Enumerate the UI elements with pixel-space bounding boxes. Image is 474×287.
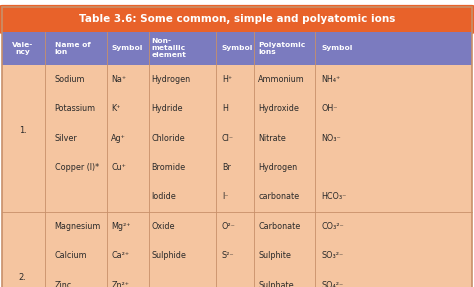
Text: Chloride: Chloride	[152, 134, 185, 143]
Text: Table 3.6: Some common, simple and polyatomic ions: Table 3.6: Some common, simple and polya…	[79, 14, 395, 24]
Text: Sulphite: Sulphite	[258, 251, 291, 260]
Text: H⁺: H⁺	[222, 75, 232, 84]
Text: S²⁻: S²⁻	[222, 251, 235, 260]
Text: Non-
metallic
element: Non- metallic element	[152, 38, 187, 58]
Text: Br: Br	[222, 163, 231, 172]
Text: Cu⁺: Cu⁺	[111, 163, 126, 172]
Text: Hydride: Hydride	[152, 104, 183, 113]
Text: K⁺: K⁺	[111, 104, 121, 113]
Text: 1.: 1.	[19, 126, 27, 135]
Text: Vale-
ncy: Vale- ncy	[12, 42, 33, 55]
Bar	[2, 32, 472, 65]
Text: Sulphate: Sulphate	[258, 281, 294, 287]
Text: I⁻: I⁻	[222, 193, 228, 201]
Text: Ca²⁺: Ca²⁺	[111, 251, 129, 260]
Text: Zn²⁺: Zn²⁺	[111, 281, 129, 287]
Text: SO₃²⁻: SO₃²⁻	[321, 251, 344, 260]
Text: Bromide: Bromide	[152, 163, 186, 172]
Text: Hydrogen: Hydrogen	[152, 75, 191, 84]
Text: Symbol: Symbol	[222, 45, 253, 51]
Text: Polyatomic
ions: Polyatomic ions	[258, 42, 306, 55]
Text: Magnesium: Magnesium	[55, 222, 101, 231]
Text: carbonate: carbonate	[258, 193, 300, 201]
Text: Sodium: Sodium	[55, 75, 85, 84]
Text: H: H	[222, 104, 228, 113]
Text: SO₄²⁻: SO₄²⁻	[321, 281, 344, 287]
Text: Ag⁺: Ag⁺	[111, 134, 126, 143]
Text: Sulphide: Sulphide	[152, 251, 187, 260]
Text: Nitrate: Nitrate	[258, 134, 286, 143]
Text: Symbol: Symbol	[321, 45, 353, 51]
Text: Potassium: Potassium	[55, 104, 96, 113]
Text: 2.: 2.	[19, 273, 27, 282]
Text: CO₃²⁻: CO₃²⁻	[321, 222, 344, 231]
Text: OH⁻: OH⁻	[321, 104, 338, 113]
Text: Silver: Silver	[55, 134, 77, 143]
Text: Ammonium: Ammonium	[258, 75, 305, 84]
Text: Oxide: Oxide	[152, 222, 175, 231]
Text: Carbonate: Carbonate	[258, 222, 301, 231]
Text: Cl⁻: Cl⁻	[222, 134, 234, 143]
Text: Name of
ion: Name of ion	[55, 42, 90, 55]
FancyBboxPatch shape	[0, 5, 474, 34]
Text: Hydrogen: Hydrogen	[258, 163, 298, 172]
Text: Mg²⁺: Mg²⁺	[111, 222, 131, 231]
Text: Copper (I)*: Copper (I)*	[55, 163, 99, 172]
Text: Symbol: Symbol	[111, 45, 143, 51]
Text: Iodide: Iodide	[152, 193, 176, 201]
Text: HCO₃⁻: HCO₃⁻	[321, 193, 347, 201]
Text: Calcium: Calcium	[55, 251, 87, 260]
Text: Na⁺: Na⁺	[111, 75, 127, 84]
Text: O²⁻: O²⁻	[222, 222, 236, 231]
Text: Hydroxide: Hydroxide	[258, 104, 299, 113]
Text: NO₃⁻: NO₃⁻	[321, 134, 341, 143]
Text: Zinc: Zinc	[55, 281, 72, 287]
Text: NH₄⁺: NH₄⁺	[321, 75, 341, 84]
